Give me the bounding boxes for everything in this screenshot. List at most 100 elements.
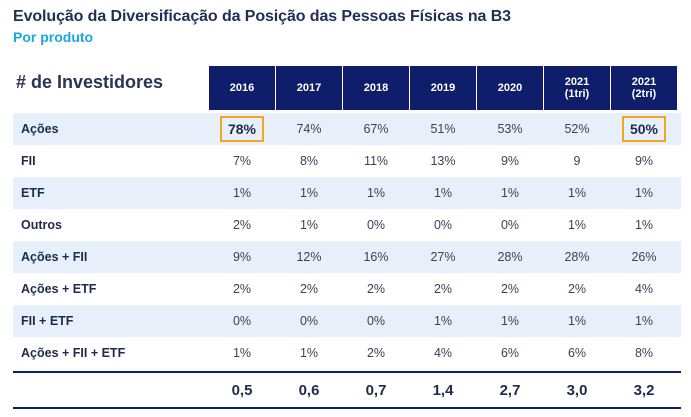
- column-header-year: 2019: [430, 82, 456, 94]
- table-cell: 7%: [232, 154, 252, 168]
- table-row: Ações 78% 74% 67% 51% 53% 52% 50%: [13, 113, 681, 145]
- total-cell: 3,2: [633, 381, 655, 399]
- table-cell: 2%: [299, 282, 319, 296]
- table-cell: 0%: [299, 314, 319, 328]
- column-header-year: 2020: [497, 82, 523, 94]
- column-header: 2016: [209, 66, 275, 110]
- column-header-year: 2017: [296, 82, 322, 94]
- table-cell: 1%: [634, 218, 654, 232]
- table-cell: 26%: [631, 250, 657, 264]
- table-cell: 1%: [433, 186, 453, 200]
- column-header: 2020: [477, 66, 543, 110]
- table-cell: 52%: [564, 122, 590, 136]
- table-cell: 2%: [366, 346, 386, 360]
- table-cell: 16%: [363, 250, 389, 264]
- table-cell: 1%: [232, 186, 252, 200]
- table-cell: 0%: [433, 218, 453, 232]
- table-cell: 1%: [299, 346, 319, 360]
- table-cell: 8%: [634, 346, 654, 360]
- column-header-period: (2tri): [631, 88, 657, 100]
- table-row: FII 7% 8% 11% 13% 9% 9 9%: [13, 145, 681, 177]
- table-cell: 12%: [296, 250, 322, 264]
- table-cell: 9: [573, 154, 581, 168]
- table-cell: 2%: [232, 282, 252, 296]
- table-cell: 4%: [634, 282, 654, 296]
- table-cell: 51%: [430, 122, 456, 136]
- row-label: Ações + ETF: [21, 282, 97, 296]
- table-row: ETF 1% 1% 1% 1% 1% 1% 1%: [13, 177, 681, 209]
- table-cell: 8%: [299, 154, 319, 168]
- table-cell: 1%: [433, 314, 453, 328]
- totals-top-rule: [13, 371, 681, 373]
- total-cell: 0,5: [231, 381, 253, 399]
- row-label: Outros: [21, 218, 62, 232]
- table-cell: 1%: [500, 314, 520, 328]
- column-header-year: 2018: [363, 82, 389, 94]
- row-label: Ações + FII + ETF: [21, 346, 126, 360]
- table-cell: 1%: [366, 186, 386, 200]
- table-cell: 0%: [366, 218, 386, 232]
- table-cell: 1%: [299, 186, 319, 200]
- table-cell: 1%: [634, 186, 654, 200]
- table-row: Ações + FII + ETF 1% 1% 2% 4% 6% 6% 8%: [13, 337, 681, 369]
- table-cell: 4%: [433, 346, 453, 360]
- table-cell: 9%: [232, 250, 252, 264]
- table-cell: 0%: [500, 218, 520, 232]
- total-cell: 0,6: [298, 381, 320, 399]
- table-cell: 1%: [567, 218, 587, 232]
- table-cell: 1%: [567, 314, 587, 328]
- table-cell: 50%: [611, 113, 677, 145]
- total-cell: 2,7: [499, 381, 521, 399]
- total-cell: 3,0: [566, 381, 588, 399]
- table-cell: 28%: [497, 250, 523, 264]
- highlighted-value: 50%: [621, 116, 667, 142]
- totals-bottom-rule: [13, 407, 681, 409]
- total-cell: 0,7: [365, 381, 387, 399]
- page-subtitle: Por produto: [13, 29, 94, 45]
- table-cell: 2%: [232, 218, 252, 232]
- column-header: 2021 (2tri): [611, 66, 677, 110]
- table-row: Ações + ETF 2% 2% 2% 2% 2% 2% 4%: [13, 273, 681, 305]
- table-cell: 28%: [564, 250, 590, 264]
- highlighted-value: 78%: [219, 116, 265, 142]
- table-row: Ações + FII 9% 12% 16% 27% 28% 28% 26%: [13, 241, 681, 273]
- table-cell: 9%: [500, 154, 520, 168]
- table-cell: 9%: [634, 154, 654, 168]
- table-cell: 74%: [296, 122, 322, 136]
- table-cell: 0%: [366, 314, 386, 328]
- table-cell: 1%: [634, 314, 654, 328]
- row-label: Ações: [21, 122, 59, 136]
- table-cell: 1%: [232, 346, 252, 360]
- table-cell: 67%: [363, 122, 389, 136]
- row-label: Ações + FII: [21, 250, 88, 264]
- column-header: 2019: [410, 66, 476, 110]
- table-cell: 27%: [430, 250, 456, 264]
- row-label: FII + ETF: [21, 314, 74, 328]
- column-header-year: 2021: [564, 76, 590, 88]
- table-cell: 13%: [430, 154, 456, 168]
- column-header-year: 2016: [229, 82, 255, 94]
- table-row: Outros 2% 1% 0% 0% 0% 1% 1%: [13, 209, 681, 241]
- table-cell: 2%: [433, 282, 453, 296]
- table-cell: 0%: [232, 314, 252, 328]
- table-cell: 1%: [500, 186, 520, 200]
- row-label: ETF: [21, 186, 45, 200]
- table-cell: 1%: [299, 218, 319, 232]
- table-corner-label: # de Investidores: [16, 72, 164, 92]
- column-header: 2021 (1tri): [544, 66, 610, 110]
- table-row: FII + ETF 0% 0% 0% 1% 1% 1% 1%: [13, 305, 681, 337]
- column-header-period: (1tri): [564, 88, 590, 100]
- table-cell: 11%: [363, 154, 389, 168]
- column-header-year: 2021: [631, 76, 657, 88]
- row-label: FII: [21, 154, 36, 168]
- page-title: Evolução da Diversificação da Posição da…: [13, 8, 511, 25]
- table-cell: 6%: [500, 346, 520, 360]
- column-header: 2018: [343, 66, 409, 110]
- table-cell: 78%: [209, 113, 275, 145]
- table-cell: 6%: [567, 346, 587, 360]
- column-header: 2017: [276, 66, 342, 110]
- table-cell: 2%: [366, 282, 386, 296]
- totals-row: 0,5 0,6 0,7 1,4 2,7 3,0 3,2: [13, 375, 681, 405]
- total-cell: 1,4: [432, 381, 454, 399]
- table-cell: 2%: [567, 282, 587, 296]
